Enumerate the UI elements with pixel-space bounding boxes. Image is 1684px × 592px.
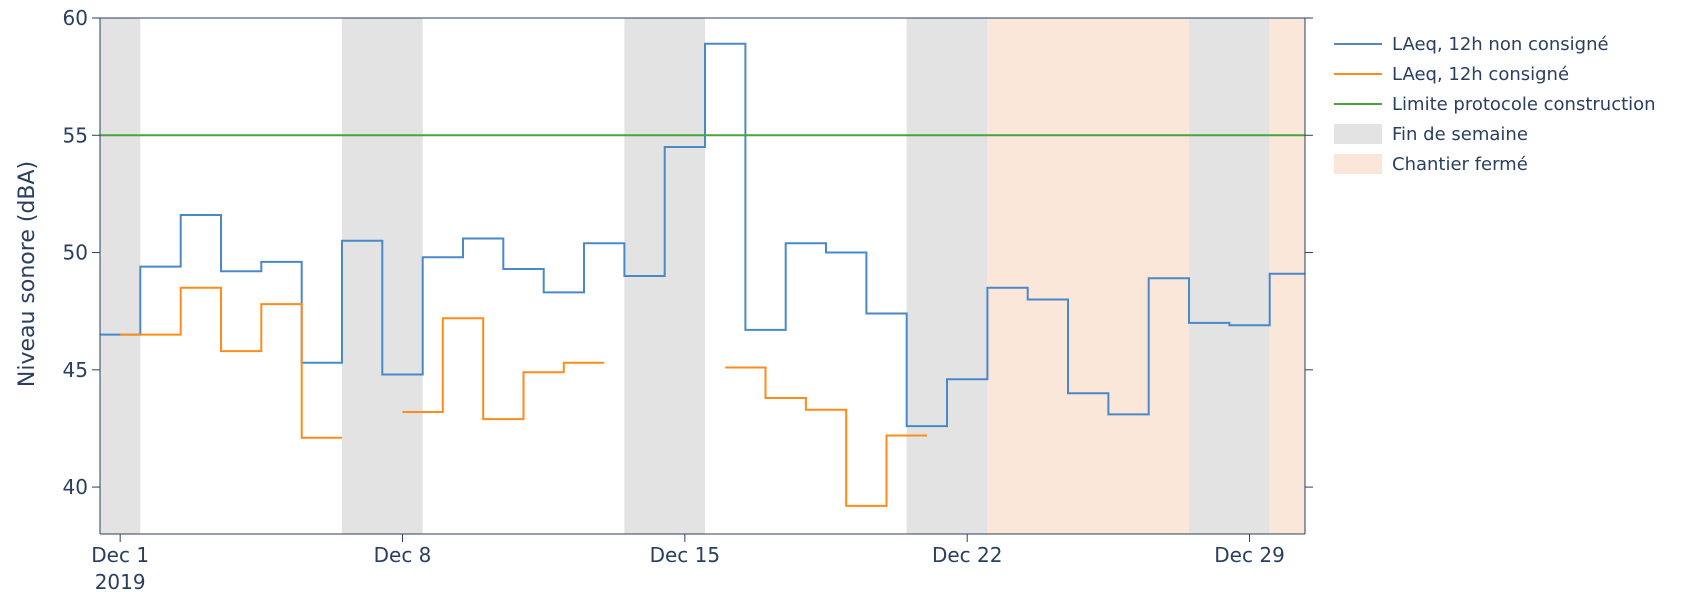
shaded-region-weekend-4 (1189, 18, 1270, 534)
legend[interactable]: LAeq, 12h non consigné LAeq, 12h consigné… (1334, 34, 1656, 175)
x-tick-label: Dec 15 (650, 543, 721, 567)
x-tick-label: Dec 29 (1214, 543, 1285, 567)
y-tick-label: 50 (63, 241, 88, 265)
legend-label-limite: Limite protocole construction (1392, 94, 1656, 115)
shaded-regions (100, 18, 1305, 534)
series-line-consigne-segment-2 (725, 366, 927, 507)
y-tick-label: 60 (63, 6, 88, 30)
y-tick-label: 40 (63, 475, 88, 499)
x-tick-label: Dec 22 (932, 543, 1003, 567)
series-line-consigne-segment-1 (402, 317, 605, 421)
shaded-region-weekend-3 (906, 18, 988, 534)
series-line-consigne-segment-0 (120, 286, 342, 439)
shaded-region-weekend-0 (100, 18, 141, 534)
series-lines (100, 42, 1305, 507)
x-tick-label: Dec 1 (91, 543, 149, 567)
legend-swatch-weekend (1334, 124, 1382, 144)
x-tick-label: Dec 8 (374, 543, 432, 567)
legend-swatch-chantier (1334, 154, 1382, 174)
axes: 40 45 50 55 60 Dec 1 2019 Dec 8 Dec 15 Dec 22 Dec … (63, 6, 1313, 592)
shaded-region-chantier-0 (987, 18, 1190, 534)
y-tick-label: 55 (63, 123, 88, 147)
legend-label-non_consigne: LAeq, 12h non consigné (1392, 34, 1609, 55)
legend-label-chantier: Chantier fermé (1392, 154, 1528, 175)
legend-label-weekend: Fin de semaine (1392, 124, 1528, 145)
x-tick-sublabel: 2019 (95, 570, 146, 592)
shaded-region-chantier-1 (1269, 18, 1305, 534)
y-axis-title: Niveau sonore (dBA) (15, 161, 40, 387)
y-tick-label: 45 (63, 358, 88, 382)
legend-label-consigne: LAeq, 12h consigné (1392, 64, 1569, 85)
